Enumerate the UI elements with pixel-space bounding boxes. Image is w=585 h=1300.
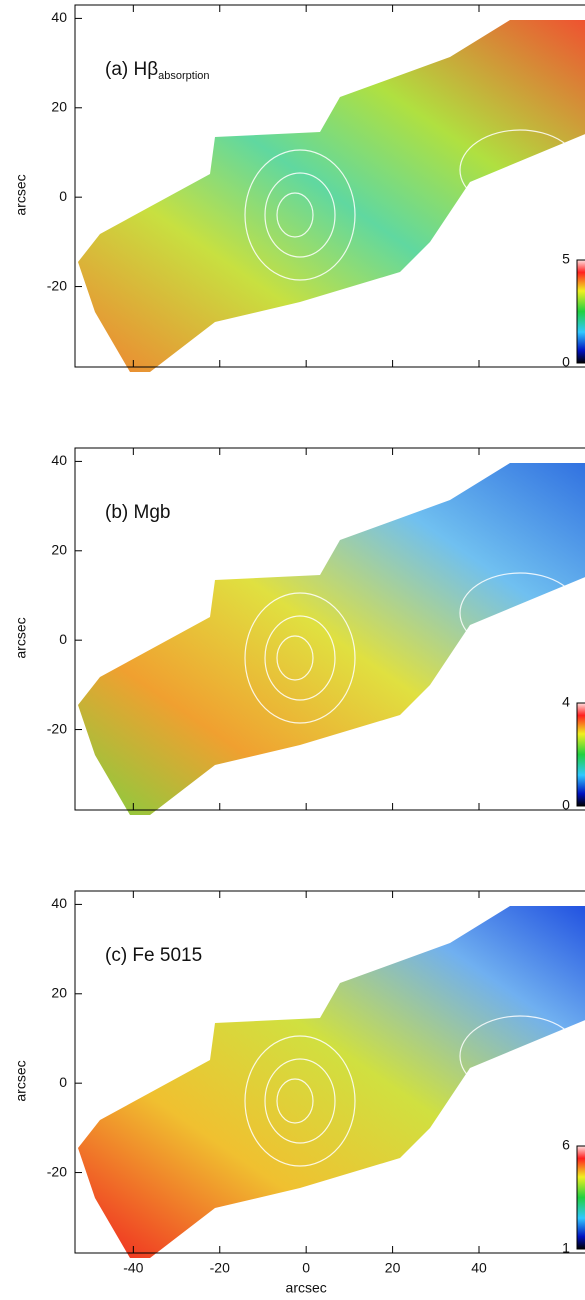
colorbar <box>576 259 585 364</box>
colorbar-tick-label: 0 <box>562 797 570 813</box>
colorbar-tick-label: 1 <box>562 1240 570 1256</box>
panel: -20 0 20 40 (b) Mgb arcsec 0 4 <box>13 447 585 815</box>
y-tick-label: -20 <box>47 277 67 293</box>
contour <box>244 592 356 724</box>
x-tick-label: -40 <box>123 1260 143 1276</box>
frame <box>74 890 585 1254</box>
y-tick-label: 0 <box>59 188 67 204</box>
title-main: (a) Hβ <box>105 59 158 80</box>
contour <box>264 172 336 258</box>
colorbar <box>576 1145 585 1250</box>
colorbar-tick-label: 4 <box>562 694 570 710</box>
contour <box>244 1035 356 1167</box>
contour <box>276 192 314 238</box>
contour <box>459 129 581 211</box>
contour <box>459 572 581 654</box>
panel: -20 0 20 40 (a) Hβabsorption arcsec 0 5 <box>13 4 585 372</box>
y-tick-label: 0 <box>59 631 67 647</box>
contour <box>264 615 336 701</box>
colorbar-tick-label: 6 <box>562 1137 570 1153</box>
x-axis-label: arcsec <box>286 1280 327 1296</box>
x-tick-label: 40 <box>471 1260 487 1276</box>
panel-title: (c) Fe 5015 <box>105 945 202 966</box>
y-tick-label: 20 <box>51 984 67 1000</box>
x-tick-label: 0 <box>302 1260 310 1276</box>
y-tick-label: 20 <box>51 98 67 114</box>
y-tick-label: 40 <box>51 452 67 468</box>
y-tick-label: -20 <box>47 720 67 736</box>
colorbar-tick-label: 0 <box>562 354 570 370</box>
y-tick-label: 40 <box>51 9 67 25</box>
y-tick-label: 40 <box>51 895 67 911</box>
panel-title: (a) Hβabsorption <box>105 59 210 82</box>
title-sub: absorption <box>158 70 209 82</box>
y-tick-label: -20 <box>47 1163 67 1179</box>
y-tick-label: 0 <box>59 1074 67 1090</box>
panel-title: (b) Mgb <box>105 502 170 523</box>
contour <box>276 1078 314 1124</box>
title-main: (c) Fe 5015 <box>105 945 202 966</box>
panel: -20 0 20 40 -40 -20 0 20 40 (c) Fe 5015 arcsec arcs… <box>13 890 585 1296</box>
contour <box>276 635 314 681</box>
y-axis-label: arcsec <box>13 1060 29 1101</box>
contour <box>264 1058 336 1144</box>
y-axis-label: arcsec <box>13 617 29 658</box>
contour <box>244 149 356 281</box>
frame <box>74 4 585 368</box>
title-main: (b) Mgb <box>105 502 170 523</box>
y-axis-label: arcsec <box>13 174 29 215</box>
y-tick-label: 20 <box>51 541 67 557</box>
frame <box>74 447 585 811</box>
x-tick-label: 20 <box>385 1260 401 1276</box>
colorbar-tick-label: 5 <box>562 251 570 267</box>
contour <box>459 1015 581 1097</box>
colorbar <box>576 702 585 807</box>
x-tick-label: -20 <box>210 1260 230 1276</box>
